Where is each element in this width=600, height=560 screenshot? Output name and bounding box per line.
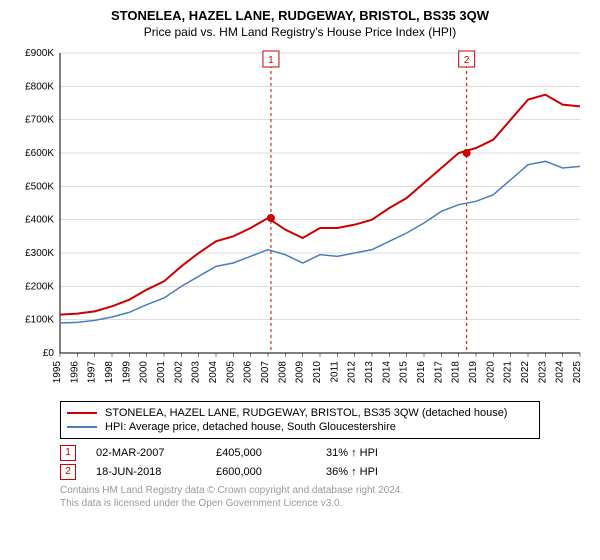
svg-text:2019: 2019: [468, 361, 479, 384]
svg-text:2013: 2013: [364, 361, 375, 384]
svg-text:1998: 1998: [104, 361, 115, 384]
footnote: Contains HM Land Registry data © Crown c…: [60, 484, 590, 510]
legend-row: HPI: Average price, detached house, Sout…: [67, 420, 533, 434]
legend-swatch: [67, 412, 97, 414]
svg-text:2024: 2024: [555, 361, 566, 384]
transaction-date: 18-JUN-2018: [96, 466, 216, 478]
svg-text:2003: 2003: [191, 361, 202, 384]
svg-text:£900K: £900K: [25, 48, 54, 59]
transaction-row: 2 18-JUN-2018 £600,000 36% ↑ HPI: [60, 464, 590, 480]
svg-text:1996: 1996: [69, 361, 80, 384]
transaction-date: 02-MAR-2007: [96, 447, 216, 459]
legend-label: HPI: Average price, detached house, Sout…: [105, 421, 396, 433]
legend-swatch: [67, 426, 97, 428]
svg-text:2002: 2002: [173, 361, 184, 384]
svg-text:2000: 2000: [139, 361, 150, 384]
legend-box: STONELEA, HAZEL LANE, RUDGEWAY, BRISTOL,…: [60, 401, 540, 439]
svg-text:2020: 2020: [485, 361, 496, 384]
legend-row: STONELEA, HAZEL LANE, RUDGEWAY, BRISTOL,…: [67, 406, 533, 420]
svg-text:2004: 2004: [208, 361, 219, 384]
svg-text:£400K: £400K: [25, 215, 54, 226]
svg-text:1995: 1995: [52, 361, 63, 384]
footnote-line: Contains HM Land Registry data © Crown c…: [60, 485, 403, 496]
svg-text:2012: 2012: [347, 361, 358, 384]
transaction-delta: 31% ↑ HPI: [326, 447, 436, 459]
chart-container: STONELEA, HAZEL LANE, RUDGEWAY, BRISTOL,…: [0, 0, 600, 560]
svg-text:£200K: £200K: [25, 281, 54, 292]
svg-text:2008: 2008: [277, 361, 288, 384]
svg-text:1: 1: [268, 55, 274, 66]
chart-subtitle: Price paid vs. HM Land Registry's House …: [10, 25, 590, 39]
svg-text:2021: 2021: [503, 361, 514, 384]
svg-text:£500K: £500K: [25, 181, 54, 192]
svg-text:2016: 2016: [416, 361, 427, 384]
svg-text:2010: 2010: [312, 361, 323, 384]
svg-text:£300K: £300K: [25, 248, 54, 259]
marker-badge: 1: [60, 445, 76, 461]
transaction-row: 1 02-MAR-2007 £405,000 31% ↑ HPI: [60, 445, 590, 461]
svg-text:2005: 2005: [225, 361, 236, 384]
svg-text:2025: 2025: [572, 361, 583, 384]
title-block: STONELEA, HAZEL LANE, RUDGEWAY, BRISTOL,…: [10, 8, 590, 39]
svg-text:1999: 1999: [121, 361, 132, 384]
svg-text:2001: 2001: [156, 361, 167, 384]
chart-svg: £0 £100K £200K £300K £400K £500K £600K £700K £80…: [10, 43, 590, 393]
svg-text:2011: 2011: [329, 361, 340, 383]
svg-text:2: 2: [464, 55, 470, 66]
svg-text:£0: £0: [43, 348, 55, 359]
svg-text:2015: 2015: [399, 361, 410, 384]
footnote-line: This data is licensed under the Open Gov…: [60, 498, 342, 509]
chart-area: £0 £100K £200K £300K £400K £500K £600K £700K £80…: [10, 43, 590, 393]
svg-text:£800K: £800K: [25, 81, 54, 92]
svg-text:2018: 2018: [451, 361, 462, 384]
legend-label: STONELEA, HAZEL LANE, RUDGEWAY, BRISTOL,…: [105, 407, 507, 419]
transaction-price: £405,000: [216, 447, 326, 459]
svg-text:2023: 2023: [537, 361, 548, 384]
transaction-price: £600,000: [216, 466, 326, 478]
svg-text:£700K: £700K: [25, 115, 54, 126]
svg-text:2017: 2017: [433, 361, 444, 384]
chart-title: STONELEA, HAZEL LANE, RUDGEWAY, BRISTOL,…: [10, 8, 590, 23]
marker-badge: 2: [60, 464, 76, 480]
svg-text:2014: 2014: [381, 361, 392, 384]
svg-text:2022: 2022: [520, 361, 531, 384]
svg-text:2006: 2006: [243, 361, 254, 384]
svg-text:1997: 1997: [87, 361, 98, 384]
svg-text:2009: 2009: [295, 361, 306, 384]
svg-text:£100K: £100K: [25, 315, 54, 326]
svg-text:2007: 2007: [260, 361, 271, 384]
svg-text:£600K: £600K: [25, 148, 54, 159]
transaction-delta: 36% ↑ HPI: [326, 466, 436, 478]
